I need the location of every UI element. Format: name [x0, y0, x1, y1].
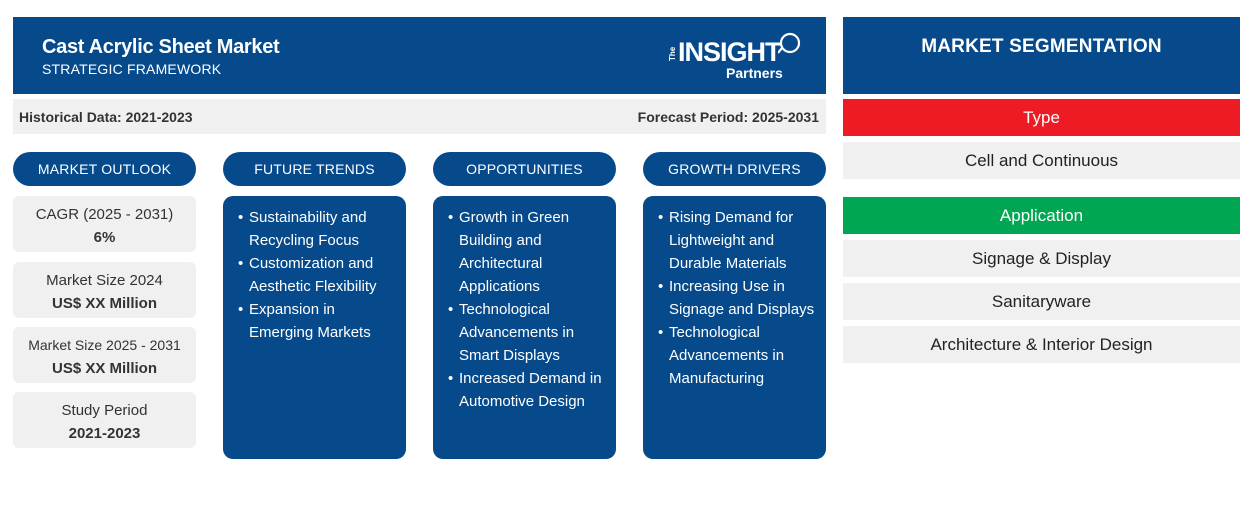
opportunities-heading: OPPORTUNITIES — [433, 152, 616, 186]
list-item: Expansion in Emerging Markets — [238, 298, 400, 344]
market-size-2024-stat: Market Size 2024 US$ XX Million — [13, 262, 196, 318]
logo-partners-text: Partners — [726, 65, 783, 81]
segment-application-header: Application — [843, 197, 1240, 234]
list-item: Rising Demand for Lightweight and Durabl… — [658, 206, 820, 275]
insight-partners-logo: The INSIGHT Partners — [668, 31, 803, 85]
segment-item: Architecture & Interior Design — [843, 326, 1240, 363]
cagr-stat: CAGR (2025 - 2031) 6% — [13, 196, 196, 252]
stat-value: US$ XX Million — [51, 295, 157, 312]
market-size-forecast-stat: Market Size 2025 - 2031 US$ XX Million — [13, 327, 196, 383]
forecast-period: Forecast Period: 2025-2031 — [637, 109, 819, 125]
segment-item: Sanitaryware — [843, 283, 1240, 320]
logo-swoosh-icon — [778, 32, 801, 54]
period-bar: Historical Data: 2021-2023 Forecast Peri… — [13, 99, 826, 134]
list-item: Growth in Green Building and Architectur… — [448, 206, 610, 298]
stat-label: Market Size 2024 — [46, 272, 163, 289]
segment-type-header: Type — [843, 99, 1240, 136]
future-trends-list: Sustainability and Recycling Focus Custo… — [238, 206, 400, 344]
list-item: Increasing Use in Signage and Displays — [658, 275, 820, 321]
stat-value: 2021-2023 — [68, 425, 141, 442]
stat-label: Market Size 2025 - 2031 — [28, 337, 181, 353]
segment-item: Cell and Continuous — [843, 142, 1240, 179]
historical-period: Historical Data: 2021-2023 — [19, 109, 193, 125]
opportunities-panel: Growth in Green Building and Architectur… — [433, 196, 616, 459]
list-item: Increased Demand in Automotive Design — [448, 367, 610, 413]
list-item: Sustainability and Recycling Focus — [238, 206, 400, 252]
study-period-stat: Study Period 2021-2023 — [13, 392, 196, 448]
list-item: Technological Advancements in Manufactur… — [658, 321, 820, 390]
list-item: Customization and Aesthetic Flexibility — [238, 252, 400, 298]
stat-label: Study Period — [61, 402, 148, 419]
logo-insight-text: INSIGHT — [678, 37, 782, 67]
growth-drivers-panel: Rising Demand for Lightweight and Durabl… — [643, 196, 826, 459]
report-title: Cast Acrylic Sheet Market — [42, 36, 280, 58]
future-trends-heading: FUTURE TRENDS — [223, 152, 406, 186]
market-segmentation-heading: MARKET SEGMENTATION — [843, 17, 1240, 94]
market-outlook-heading: MARKET OUTLOOK — [13, 152, 196, 186]
stat-value: US$ XX Million — [51, 360, 157, 377]
logo-the-text: The — [668, 46, 677, 61]
segment-item: Signage & Display — [843, 240, 1240, 277]
stat-label: CAGR (2025 - 2031) — [35, 206, 174, 223]
opportunities-list: Growth in Green Building and Architectur… — [448, 206, 610, 413]
list-item: Technological Advancements in Smart Disp… — [448, 298, 610, 367]
stat-value: 6% — [93, 229, 116, 246]
growth-drivers-heading: GROWTH DRIVERS — [643, 152, 826, 186]
future-trends-panel: Sustainability and Recycling Focus Custo… — [223, 196, 406, 459]
report-subtitle: STRATEGIC FRAMEWORK — [42, 61, 222, 77]
growth-drivers-list: Rising Demand for Lightweight and Durabl… — [658, 206, 820, 390]
report-header: Cast Acrylic Sheet Market STRATEGIC FRAM… — [13, 17, 826, 94]
